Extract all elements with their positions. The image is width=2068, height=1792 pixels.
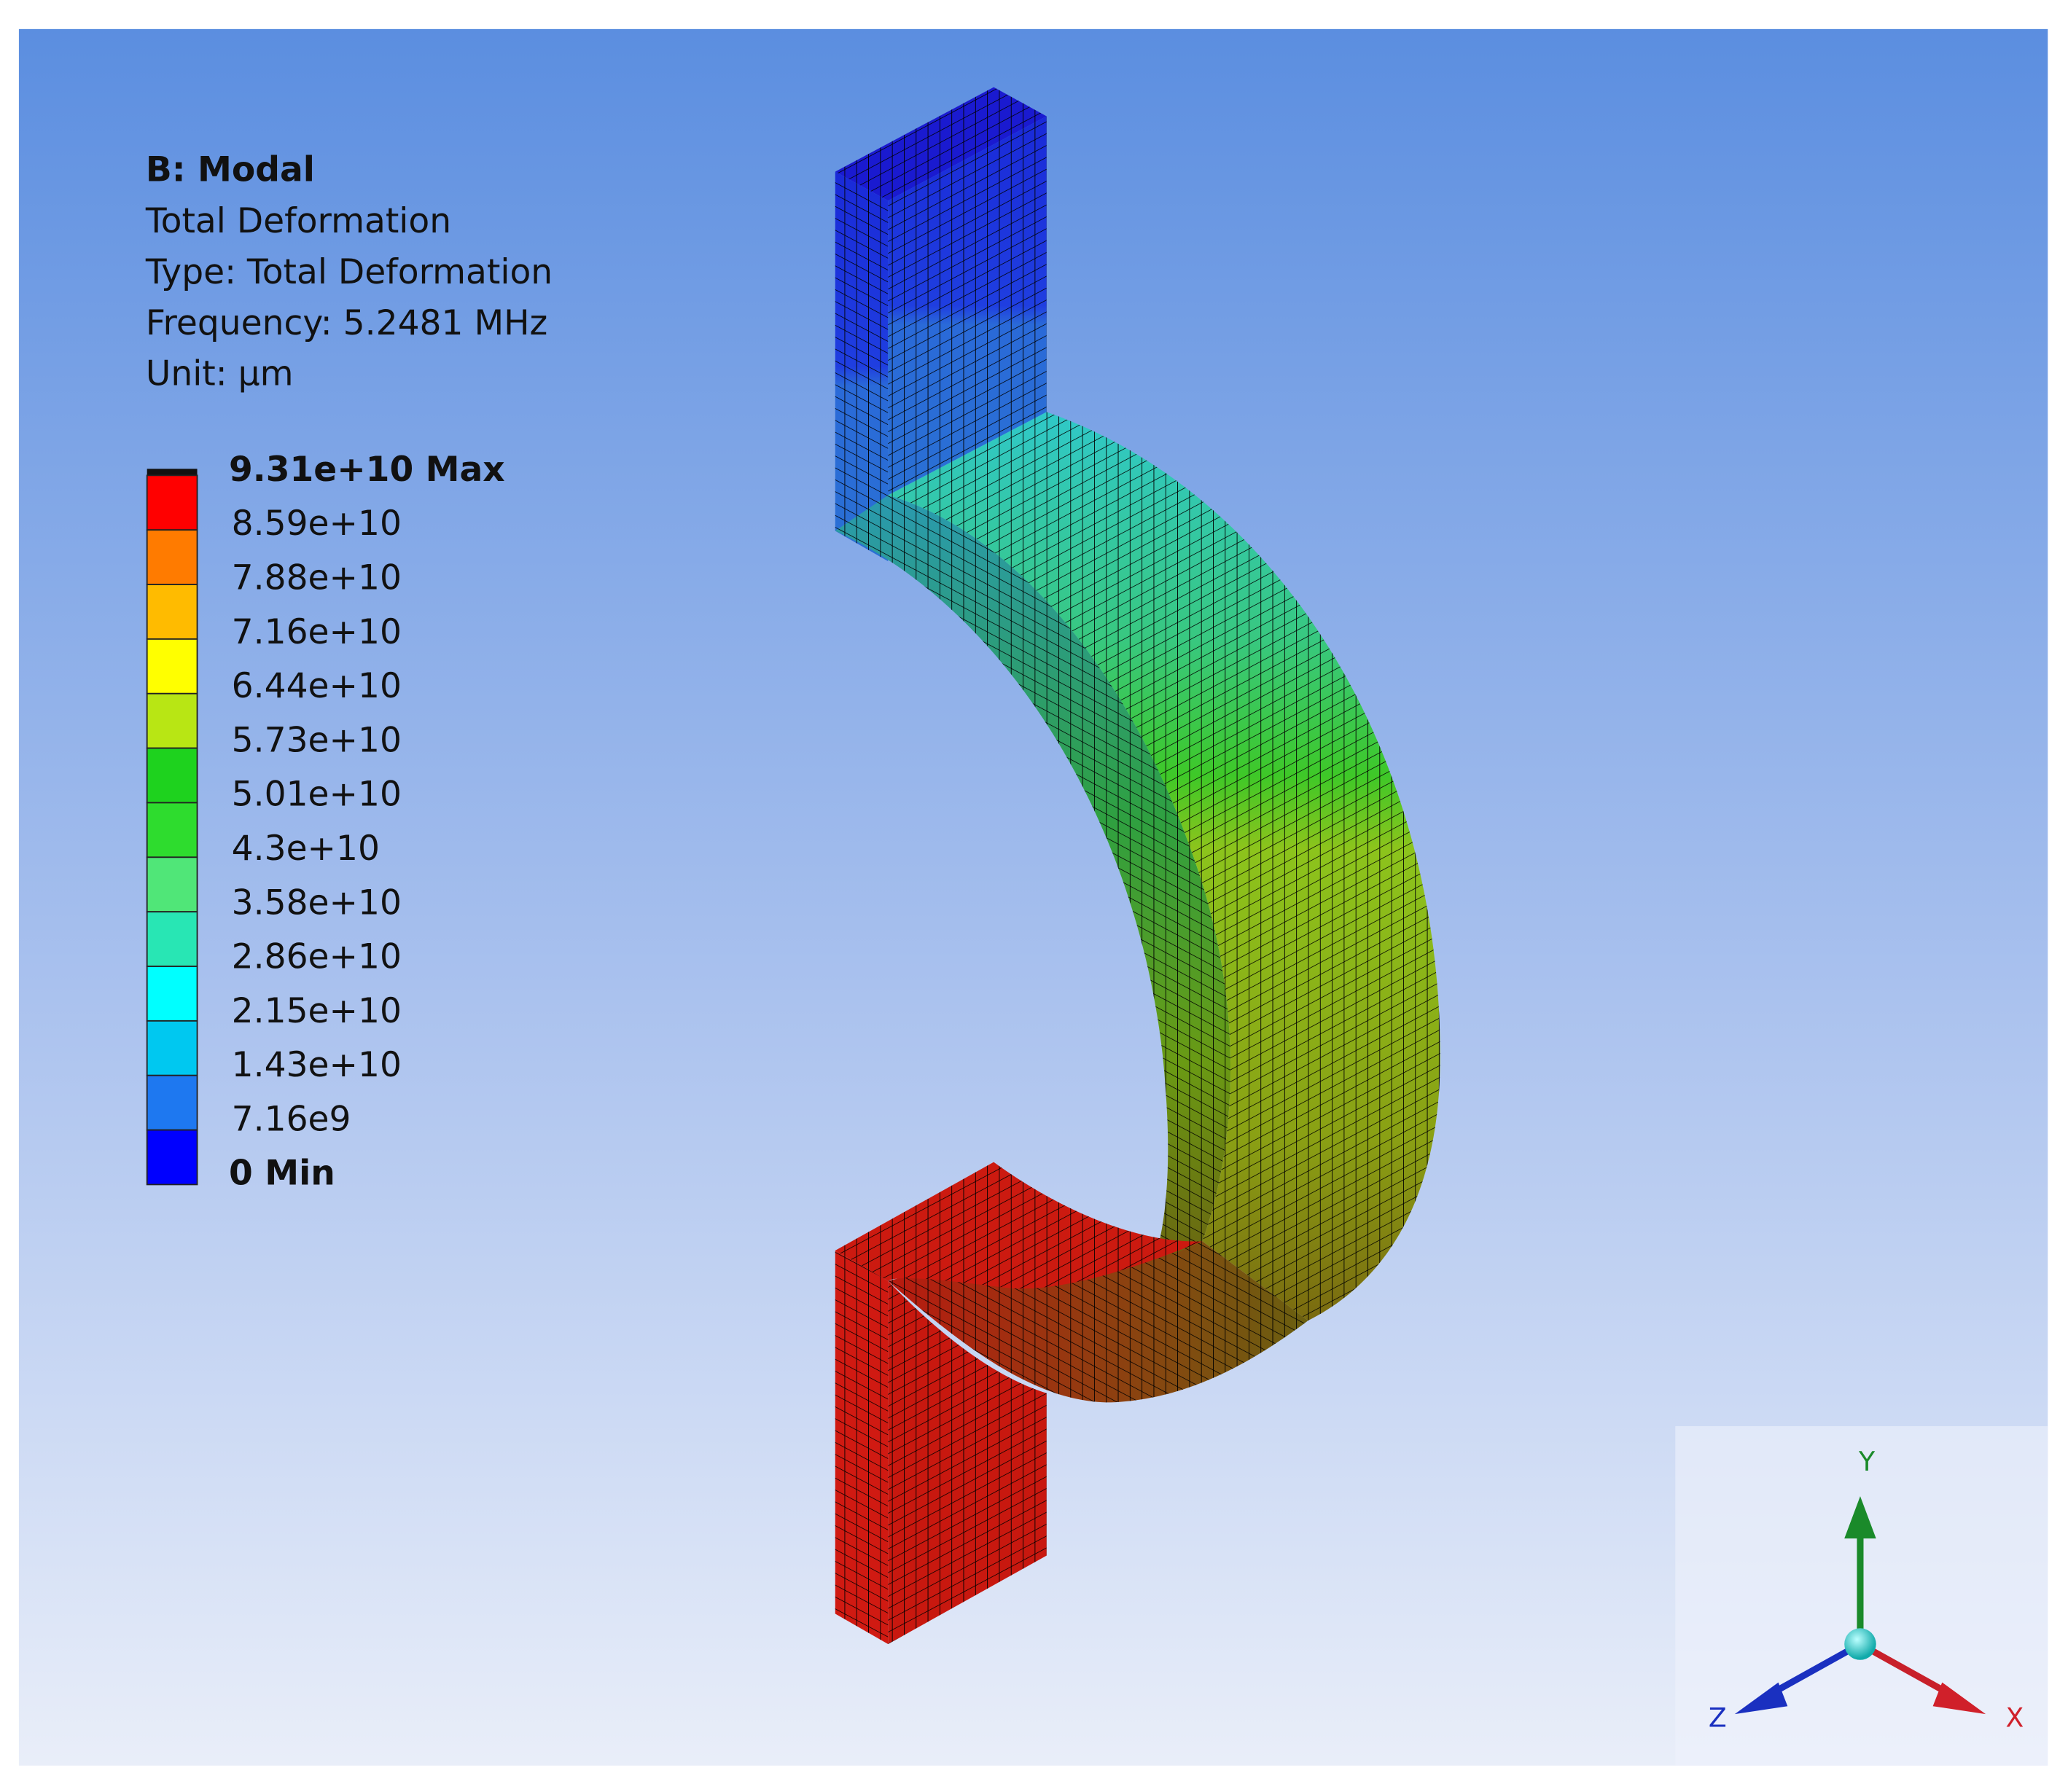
header: B: Modal Total Deformation Type: Total Def…	[145, 150, 553, 394]
header-line: Frequency: 5.2481 MHz	[146, 303, 547, 343]
legend-label: 1.43e+10	[232, 1045, 402, 1085]
legend-label: 9.31e+10 Max	[229, 450, 505, 490]
legend-label: 7.88e+10	[232, 558, 402, 598]
mesh	[888, 412, 1440, 1321]
legend-band	[146, 529, 198, 585]
legend-band	[146, 966, 198, 1022]
legend-label: 6.44e+10	[232, 666, 402, 706]
legend-label: 3.58e+10	[232, 883, 402, 923]
mesh	[888, 116, 1047, 496]
z-label: Z	[1709, 1702, 1727, 1733]
mesh	[835, 495, 1231, 1307]
legend-label: 2.15e+10	[232, 991, 402, 1031]
mesh	[835, 1162, 1203, 1289]
legend-label: 0 Min	[229, 1154, 335, 1194]
legend-band	[146, 911, 198, 967]
header-line: Type: Total Deformation	[145, 252, 553, 292]
legend-band	[146, 692, 198, 749]
legend-band	[146, 1129, 198, 1186]
origin	[1844, 1628, 1876, 1660]
z-axis-arrow	[1765, 1641, 1862, 1699]
legend-label: 5.73e+10	[232, 720, 402, 760]
y-arrow-head	[1844, 1496, 1876, 1539]
legend-band	[146, 1020, 198, 1076]
header-title: B: Modal	[146, 150, 315, 190]
header-line: Total Deformation	[145, 201, 451, 241]
legend-label: 5.01e+10	[232, 775, 402, 815]
mesh	[835, 87, 1047, 201]
legend-label: 2.86e+10	[232, 937, 402, 977]
triad: Y X Z	[1709, 1446, 2024, 1734]
header-line: Unit: µm	[146, 354, 294, 394]
legend-band	[146, 747, 198, 804]
legend-label: 4.3e+10	[232, 829, 380, 869]
legend-band	[146, 474, 198, 531]
legend-band	[146, 856, 198, 913]
legend-band	[146, 584, 198, 640]
legend-band	[146, 1074, 198, 1131]
legend-label: 8.59e+10	[232, 504, 402, 544]
legend-band	[146, 638, 198, 695]
mesh	[888, 1280, 1047, 1645]
z-arrow-head	[1734, 1682, 1788, 1715]
x-label: X	[2006, 1702, 2024, 1733]
model	[835, 87, 1440, 1645]
legend-label: 7.16e9	[232, 1099, 351, 1139]
mesh	[835, 1251, 889, 1645]
y-label: Y	[1858, 1446, 1876, 1477]
legend-cap	[147, 469, 198, 476]
legend-band	[146, 802, 198, 858]
legend: 9.31e+10 Max 8.59e+10 7.88e+10 7.16e+10 6.44…	[146, 450, 505, 1194]
legend-label: 7.16e+10	[232, 612, 402, 652]
x-arrow-head	[1932, 1682, 1986, 1715]
mesh	[835, 171, 889, 562]
x-axis-arrow	[1858, 1641, 1955, 1699]
